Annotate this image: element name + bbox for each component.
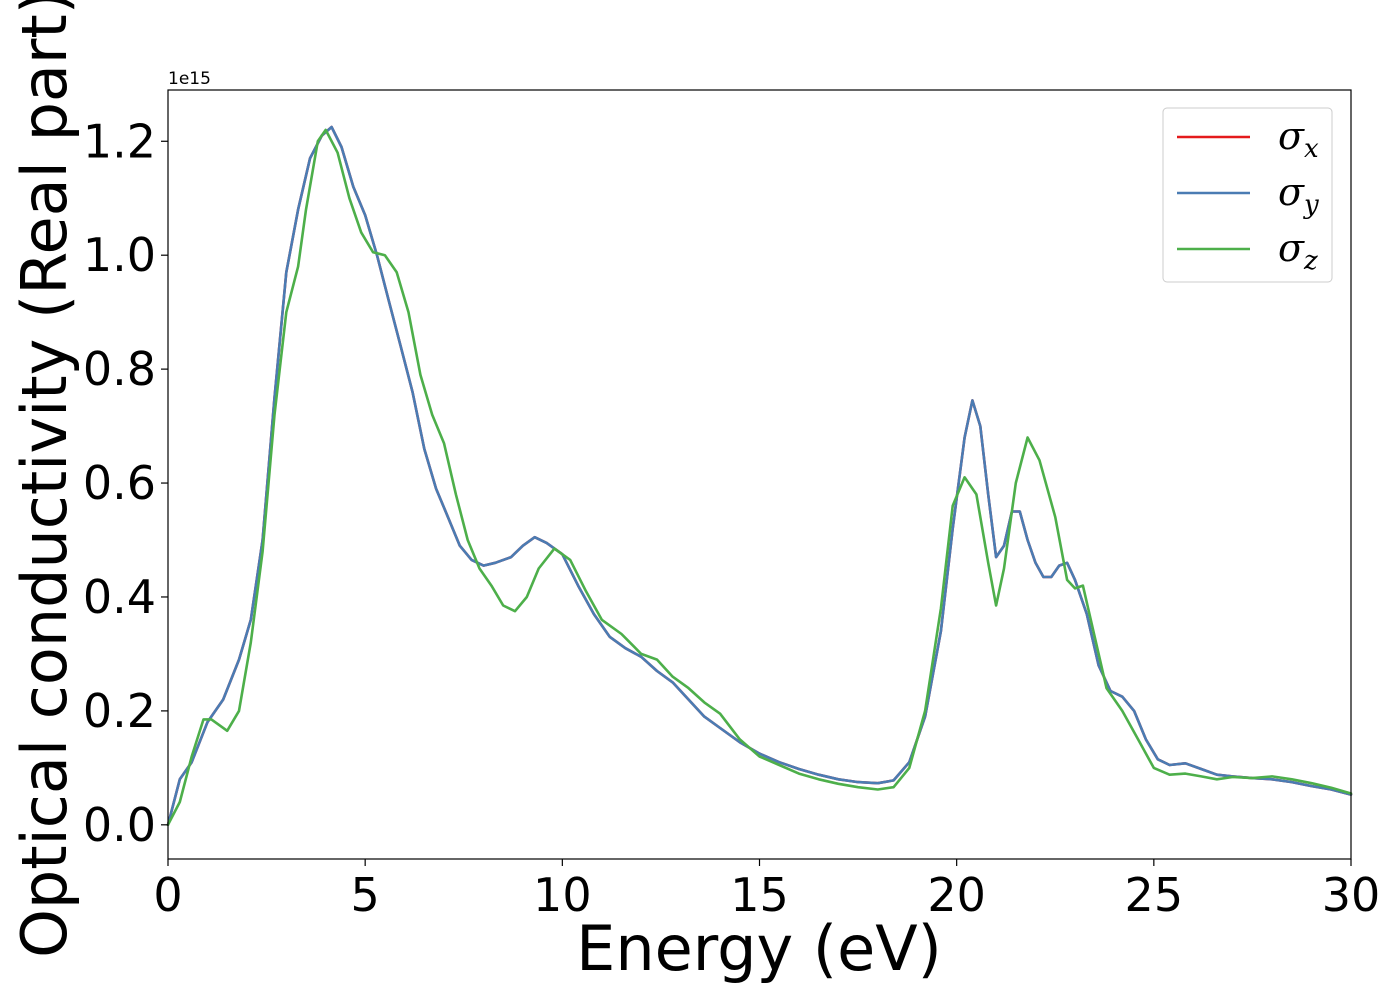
legend-label-x: σx	[1278, 114, 1319, 164]
series-layer	[166, 125, 1353, 827]
x-tick-label: 0	[153, 868, 182, 922]
x-tick-label: 20	[927, 868, 986, 922]
y-tick-label: 0.0	[83, 798, 156, 852]
legend-frame	[1162, 107, 1333, 283]
x-axis-title: Energy (eV)	[576, 912, 942, 985]
legend-label-y: σy	[1278, 170, 1319, 220]
x-tick-label: 30	[1322, 868, 1381, 922]
y-axis: 0.0 0.2 0.4 0.6 0.8 1.0 1.2	[83, 114, 168, 852]
series-line-z	[166, 128, 1353, 827]
y-tick-label: 0.2	[83, 684, 156, 738]
x-tick-label: 10	[533, 868, 592, 922]
x-tick-label: 15	[730, 868, 789, 922]
y-tick-label: 0.6	[83, 456, 156, 510]
x-axis: 0 5 10 15 20 25 30	[153, 859, 1380, 922]
y-tick-label: 0.8	[83, 342, 156, 396]
y-tick-label: 0.4	[83, 570, 156, 624]
legend: σx σy σz	[1162, 107, 1333, 283]
legend-label-z: σz	[1278, 226, 1318, 276]
series-line-y	[166, 125, 1353, 827]
x-tick-label: 25	[1125, 868, 1184, 922]
y-tick-label: 1.0	[83, 228, 156, 282]
x-tick-label: 5	[351, 868, 380, 922]
y-axis-title: Optical conductivity (Real part)	[8, 0, 81, 958]
y-tick-label: 1.2	[83, 114, 156, 168]
y-offset-text: 1e15	[168, 69, 211, 89]
